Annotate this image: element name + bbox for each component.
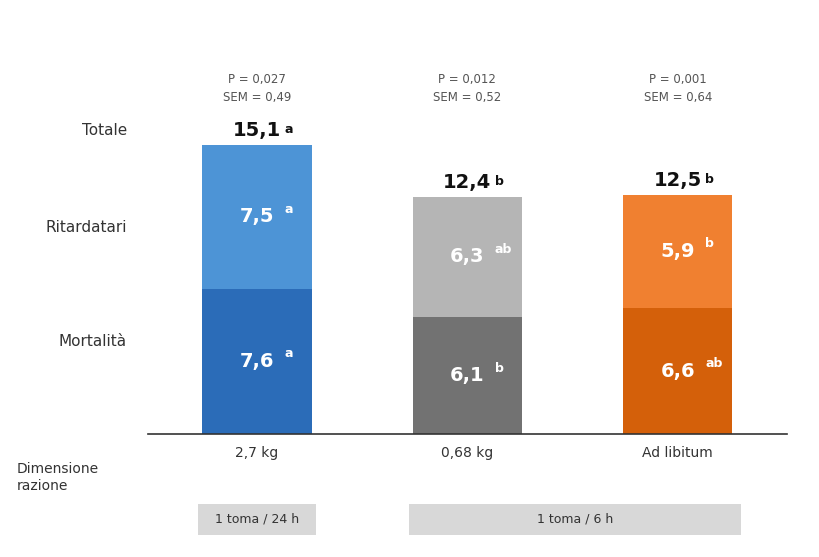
Text: b: b [704, 237, 713, 250]
Text: ab: ab [494, 243, 512, 256]
Text: a: a [284, 203, 292, 216]
Text: 1 toma / 24 h: 1 toma / 24 h [215, 513, 299, 526]
Text: 15,1: 15,1 [233, 121, 281, 140]
Text: 1 toma / 6 h: 1 toma / 6 h [536, 513, 612, 526]
Bar [622, 308, 731, 434]
Text: Totale: Totale [82, 123, 127, 138]
Bar [202, 145, 311, 289]
Text: Mortalità: Mortalità [59, 334, 127, 349]
Text: 0,68 kg: 0,68 kg [441, 446, 493, 460]
Bar [412, 317, 522, 434]
Text: P = 0,001
SEM = 0,64: P = 0,001 SEM = 0,64 [643, 74, 711, 105]
Text: 6,6: 6,6 [659, 361, 695, 380]
Text: 7,6: 7,6 [239, 352, 274, 371]
Text: 5,9: 5,9 [660, 242, 695, 261]
Text: Ad libitum: Ad libitum [641, 446, 713, 460]
Text: 7,5: 7,5 [239, 207, 274, 226]
Text: 6,1: 6,1 [450, 367, 484, 385]
Text: ab: ab [704, 357, 722, 370]
Text: a: a [284, 348, 292, 360]
Text: 6,3: 6,3 [450, 247, 484, 266]
Text: b: b [494, 175, 503, 188]
Text: b: b [494, 361, 503, 375]
Text: P = 0,012
SEM = 0,52: P = 0,012 SEM = 0,52 [432, 74, 501, 105]
Text: 2,7 kg: 2,7 kg [235, 446, 278, 460]
Text: Dimensione
razione: Dimensione razione [16, 462, 98, 492]
Text: P = 0,027
SEM = 0,49: P = 0,027 SEM = 0,49 [223, 74, 291, 105]
Text: b: b [704, 173, 713, 186]
Text: 12,4: 12,4 [443, 173, 491, 192]
Bar [202, 289, 311, 434]
Text: Ritardatari: Ritardatari [46, 220, 127, 234]
Text: a: a [284, 123, 292, 136]
Bar [412, 197, 522, 317]
Text: 12,5: 12,5 [653, 171, 701, 190]
Bar [622, 194, 731, 308]
